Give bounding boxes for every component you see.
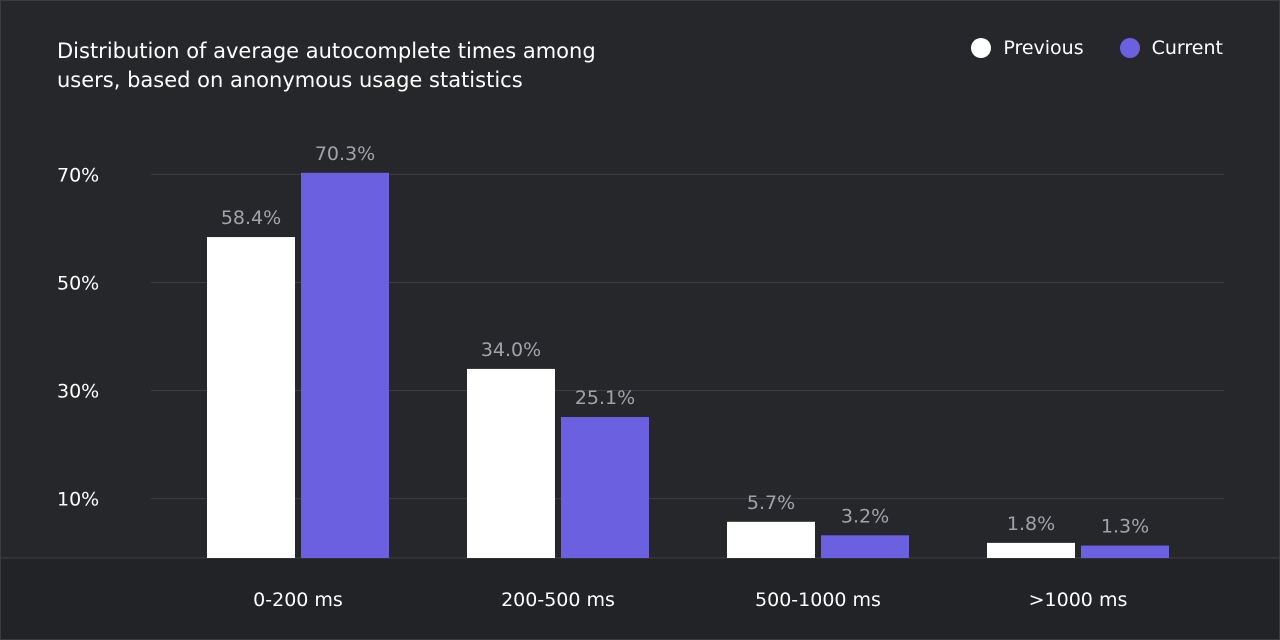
value-label-current-3: 1.3%: [1101, 516, 1149, 538]
value-label-current-1: 25.1%: [575, 387, 635, 409]
bar-previous-0: [207, 237, 295, 558]
legend-item-current[interactable]: Current: [1119, 37, 1223, 59]
x-axis-band: [1, 558, 1279, 639]
chart-title-line-2: users, based on anonymous usage statisti…: [57, 68, 523, 92]
legend-label-current: Current: [1151, 37, 1223, 59]
legend-swatch-previous: [971, 38, 992, 58]
y-tick-label-30: 30%: [57, 381, 99, 403]
legend: Previous Current: [971, 37, 1223, 59]
x-tick-label-0: 0-200 ms: [253, 589, 343, 611]
x-tick-label-2: 500-1000 ms: [755, 589, 881, 611]
x-tick-label-3: >1000 ms: [1029, 589, 1128, 611]
chart-title-line-1: Distribution of average autocomplete tim…: [57, 39, 596, 63]
bar-previous-3: [987, 542, 1075, 558]
bar-previous-2: [727, 521, 815, 558]
value-label-previous-0: 58.4%: [221, 207, 281, 229]
value-label-previous-3: 1.8%: [1007, 513, 1055, 535]
legend-label-previous: Previous: [1003, 37, 1084, 59]
y-tick-label-70: 70%: [57, 164, 99, 186]
bar-current-0: [301, 172, 389, 558]
legend-swatch-current: [1119, 38, 1140, 58]
bar-current-2: [821, 535, 909, 558]
chart-title: Distribution of average autocomplete tim…: [57, 37, 657, 95]
bar-previous-1: [467, 368, 555, 558]
y-tick-label-50: 50%: [57, 272, 99, 294]
value-label-previous-1: 34.0%: [481, 339, 541, 361]
bar-current-1: [561, 416, 649, 558]
bar-current-3: [1081, 545, 1169, 558]
value-label-current-0: 70.3%: [315, 143, 375, 165]
y-tick-label-10: 10%: [57, 489, 99, 511]
value-label-previous-2: 5.7%: [747, 492, 795, 514]
x-tick-label-1: 200-500 ms: [501, 589, 615, 611]
value-label-current-2: 3.2%: [841, 505, 889, 527]
legend-item-previous[interactable]: Previous: [971, 37, 1084, 59]
